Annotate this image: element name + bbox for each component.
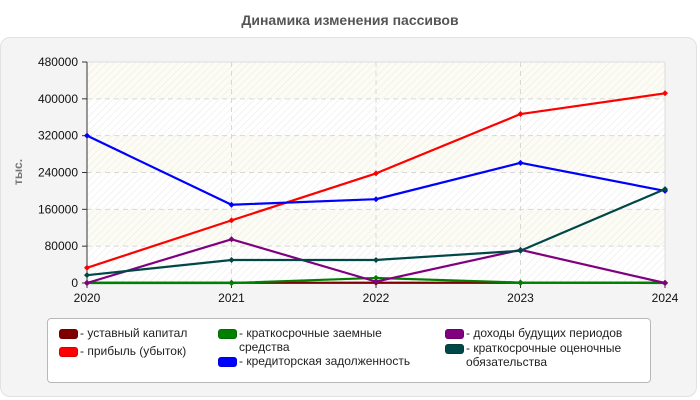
legend-swatch-icon xyxy=(218,329,237,339)
legend-item-accounts-payable[interactable]: - кредиторская задолженность xyxy=(218,354,410,368)
data-point-marker[interactable] xyxy=(228,217,235,224)
legend-item-estimated-liabilities[interactable]: - краткосрочные оценочные обязательства xyxy=(445,341,621,369)
data-point-marker[interactable] xyxy=(517,159,524,166)
y-tick-label: 0 xyxy=(71,276,78,290)
data-point-marker[interactable] xyxy=(517,247,524,254)
legend-swatch-icon xyxy=(445,329,464,339)
axes: 0 80000 160000 240000 320000 400000 480000 2020… xyxy=(38,55,679,305)
y-axis-label: тыс. xyxy=(11,159,25,185)
data-point-marker[interactable] xyxy=(228,236,235,243)
data-point-marker[interactable] xyxy=(228,280,235,286)
data-point-marker[interactable] xyxy=(373,278,379,285)
chart-title: Динамика изменения пассивов xyxy=(241,12,459,28)
x-tick-label: 2023 xyxy=(507,291,534,305)
legend-swatch-icon xyxy=(59,329,78,339)
data-point-marker[interactable] xyxy=(84,132,90,139)
y-tick-label: 320000 xyxy=(38,129,78,143)
data-point-marker[interactable] xyxy=(228,201,235,208)
data-point-marker[interactable] xyxy=(517,279,524,286)
legend-swatch-icon xyxy=(218,357,237,367)
legend-swatch-icon xyxy=(59,347,78,357)
data-point-marker[interactable] xyxy=(373,256,379,263)
legend-item-deferred-income[interactable]: - доходы будущих периодов xyxy=(445,326,622,340)
series-line xyxy=(84,186,668,279)
x-tick-label: 2021 xyxy=(218,291,245,305)
legend-item-profit[interactable]: - прибыль (убыток) xyxy=(59,344,186,358)
data-point-marker[interactable] xyxy=(84,280,90,286)
legend-item-charter-capital[interactable]: - уставный капитал xyxy=(59,326,187,340)
data-point-marker[interactable] xyxy=(662,280,668,286)
legend-item-short-term-borrowings[interactable]: - краткосрочные заемные средства xyxy=(218,326,382,354)
x-tick-label: 2024 xyxy=(652,291,679,305)
data-point-marker[interactable] xyxy=(662,186,668,193)
series-line xyxy=(84,90,668,271)
x-tick-label: 2020 xyxy=(74,291,101,305)
data-point-marker[interactable] xyxy=(373,274,379,281)
y-tick-label: 160000 xyxy=(38,202,78,216)
y-tick-label: 240000 xyxy=(38,166,78,180)
series-line xyxy=(84,132,668,208)
data-point-marker[interactable] xyxy=(517,111,524,118)
data-point-marker[interactable] xyxy=(228,256,235,263)
y-tick-label: 400000 xyxy=(38,92,78,106)
x-tick-label: 2022 xyxy=(363,291,390,305)
legend: - уставный капитал - прибыль (убыток) - … xyxy=(47,318,651,383)
data-point-marker[interactable] xyxy=(373,170,379,177)
series-lines xyxy=(84,90,668,286)
legend-swatch-icon xyxy=(445,344,464,354)
data-point-marker[interactable] xyxy=(84,264,90,271)
data-point-marker[interactable] xyxy=(662,90,668,97)
y-tick-label: 80000 xyxy=(45,239,79,253)
data-point-marker[interactable] xyxy=(84,272,90,279)
y-tick-label: 480000 xyxy=(38,55,78,69)
data-point-marker[interactable] xyxy=(373,196,379,203)
